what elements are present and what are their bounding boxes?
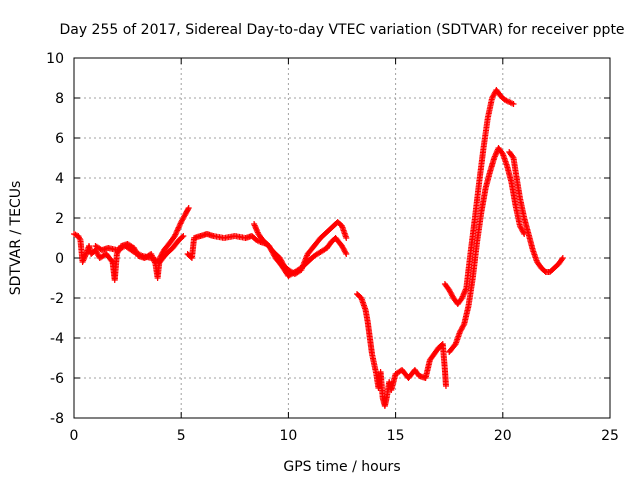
data-point xyxy=(498,149,505,156)
plot-frame xyxy=(73,57,611,419)
data-point xyxy=(180,233,187,239)
y-tick-label: -6 xyxy=(50,371,64,387)
data-point xyxy=(185,206,192,213)
y-tick-label: 2 xyxy=(55,211,64,227)
data-point xyxy=(558,256,565,263)
data-point xyxy=(510,101,517,107)
data-point xyxy=(179,234,186,240)
y-tick-label: -2 xyxy=(50,291,64,307)
x-tick-label: 0 xyxy=(70,428,79,444)
x-tick-label: 15 xyxy=(387,428,405,444)
data-series xyxy=(71,87,566,409)
y-tick-labels: -8 -6 -4 -2 0 2 4 6 8 10 xyxy=(46,51,64,427)
data-point xyxy=(343,251,350,257)
y-tick-label: 4 xyxy=(55,171,64,187)
x-tick-label: 20 xyxy=(494,428,512,444)
data-point xyxy=(559,255,566,261)
x-tick-label: 25 xyxy=(601,428,619,444)
data-point xyxy=(442,383,449,389)
chart-title: Day 255 of 2017, Sidereal Day-to-day VTE… xyxy=(59,22,624,38)
axis-ticks xyxy=(73,57,611,419)
y-tick-label: -8 xyxy=(50,411,64,427)
y-tick-label: -4 xyxy=(50,331,64,347)
data-point xyxy=(76,235,83,242)
x-tick-labels: 0 5 10 15 20 25 xyxy=(70,428,619,444)
data-point xyxy=(509,153,516,160)
data-point xyxy=(342,249,349,256)
y-tick-label: 10 xyxy=(46,51,64,67)
x-tick-label: 5 xyxy=(177,428,186,444)
data-point xyxy=(343,235,350,241)
y-axis-title: SDTVAR / TECUs xyxy=(8,181,24,296)
x-axis-title: GPS time / hours xyxy=(283,459,400,475)
y-tick-label: 8 xyxy=(55,91,64,107)
data-point xyxy=(108,257,115,264)
data-point xyxy=(185,205,192,211)
y-tick-label: 6 xyxy=(55,131,64,147)
y-tick-label: 0 xyxy=(55,251,64,267)
data-point xyxy=(460,322,467,329)
x-tick-label: 10 xyxy=(279,428,297,444)
